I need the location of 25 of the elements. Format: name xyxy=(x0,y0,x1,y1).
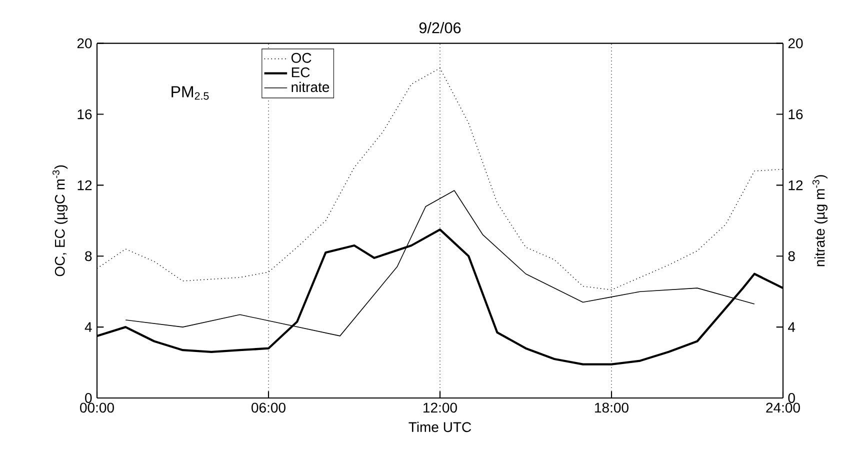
y2-tick-label: 0 xyxy=(788,393,795,403)
legend-label: nitrate xyxy=(292,82,330,92)
legend-label: EC xyxy=(292,67,310,78)
x-tick-label: 18:00 xyxy=(595,402,628,413)
y-tick-label: 16 xyxy=(78,109,92,120)
y-tick-label: 4 xyxy=(84,322,92,332)
y-tick-label: 0 xyxy=(85,393,92,403)
y-tick-label: 8 xyxy=(85,251,92,262)
y2-axis-title: nitrate (µg m$^{-3}$) xyxy=(812,175,828,266)
x-tick-label: 12:00 xyxy=(424,402,457,413)
annotation: PM$_{2.5}$ xyxy=(172,86,209,100)
legend-label: OC xyxy=(291,52,312,63)
y-axis-title: OC, EC (µgC m$^{-3}$) xyxy=(52,165,68,276)
y2-tick-label: 20 xyxy=(788,38,803,48)
y2-tick-label: 4 xyxy=(788,322,796,332)
x-axis-title: Time UTC xyxy=(408,422,472,432)
x-tick-label: 24:00 xyxy=(766,402,800,413)
y2-tick-label: 8 xyxy=(788,251,795,262)
x-tick-label: 00:00 xyxy=(80,402,114,413)
y-tick-label: 12 xyxy=(78,180,92,190)
y2-tick-label: 16 xyxy=(788,109,803,120)
y-tick-label: 20 xyxy=(77,38,92,48)
chart-title: 9/2/06 xyxy=(419,22,461,34)
y2-tick-label: 12 xyxy=(788,180,803,190)
x-tick-label: 06:00 xyxy=(252,402,286,413)
